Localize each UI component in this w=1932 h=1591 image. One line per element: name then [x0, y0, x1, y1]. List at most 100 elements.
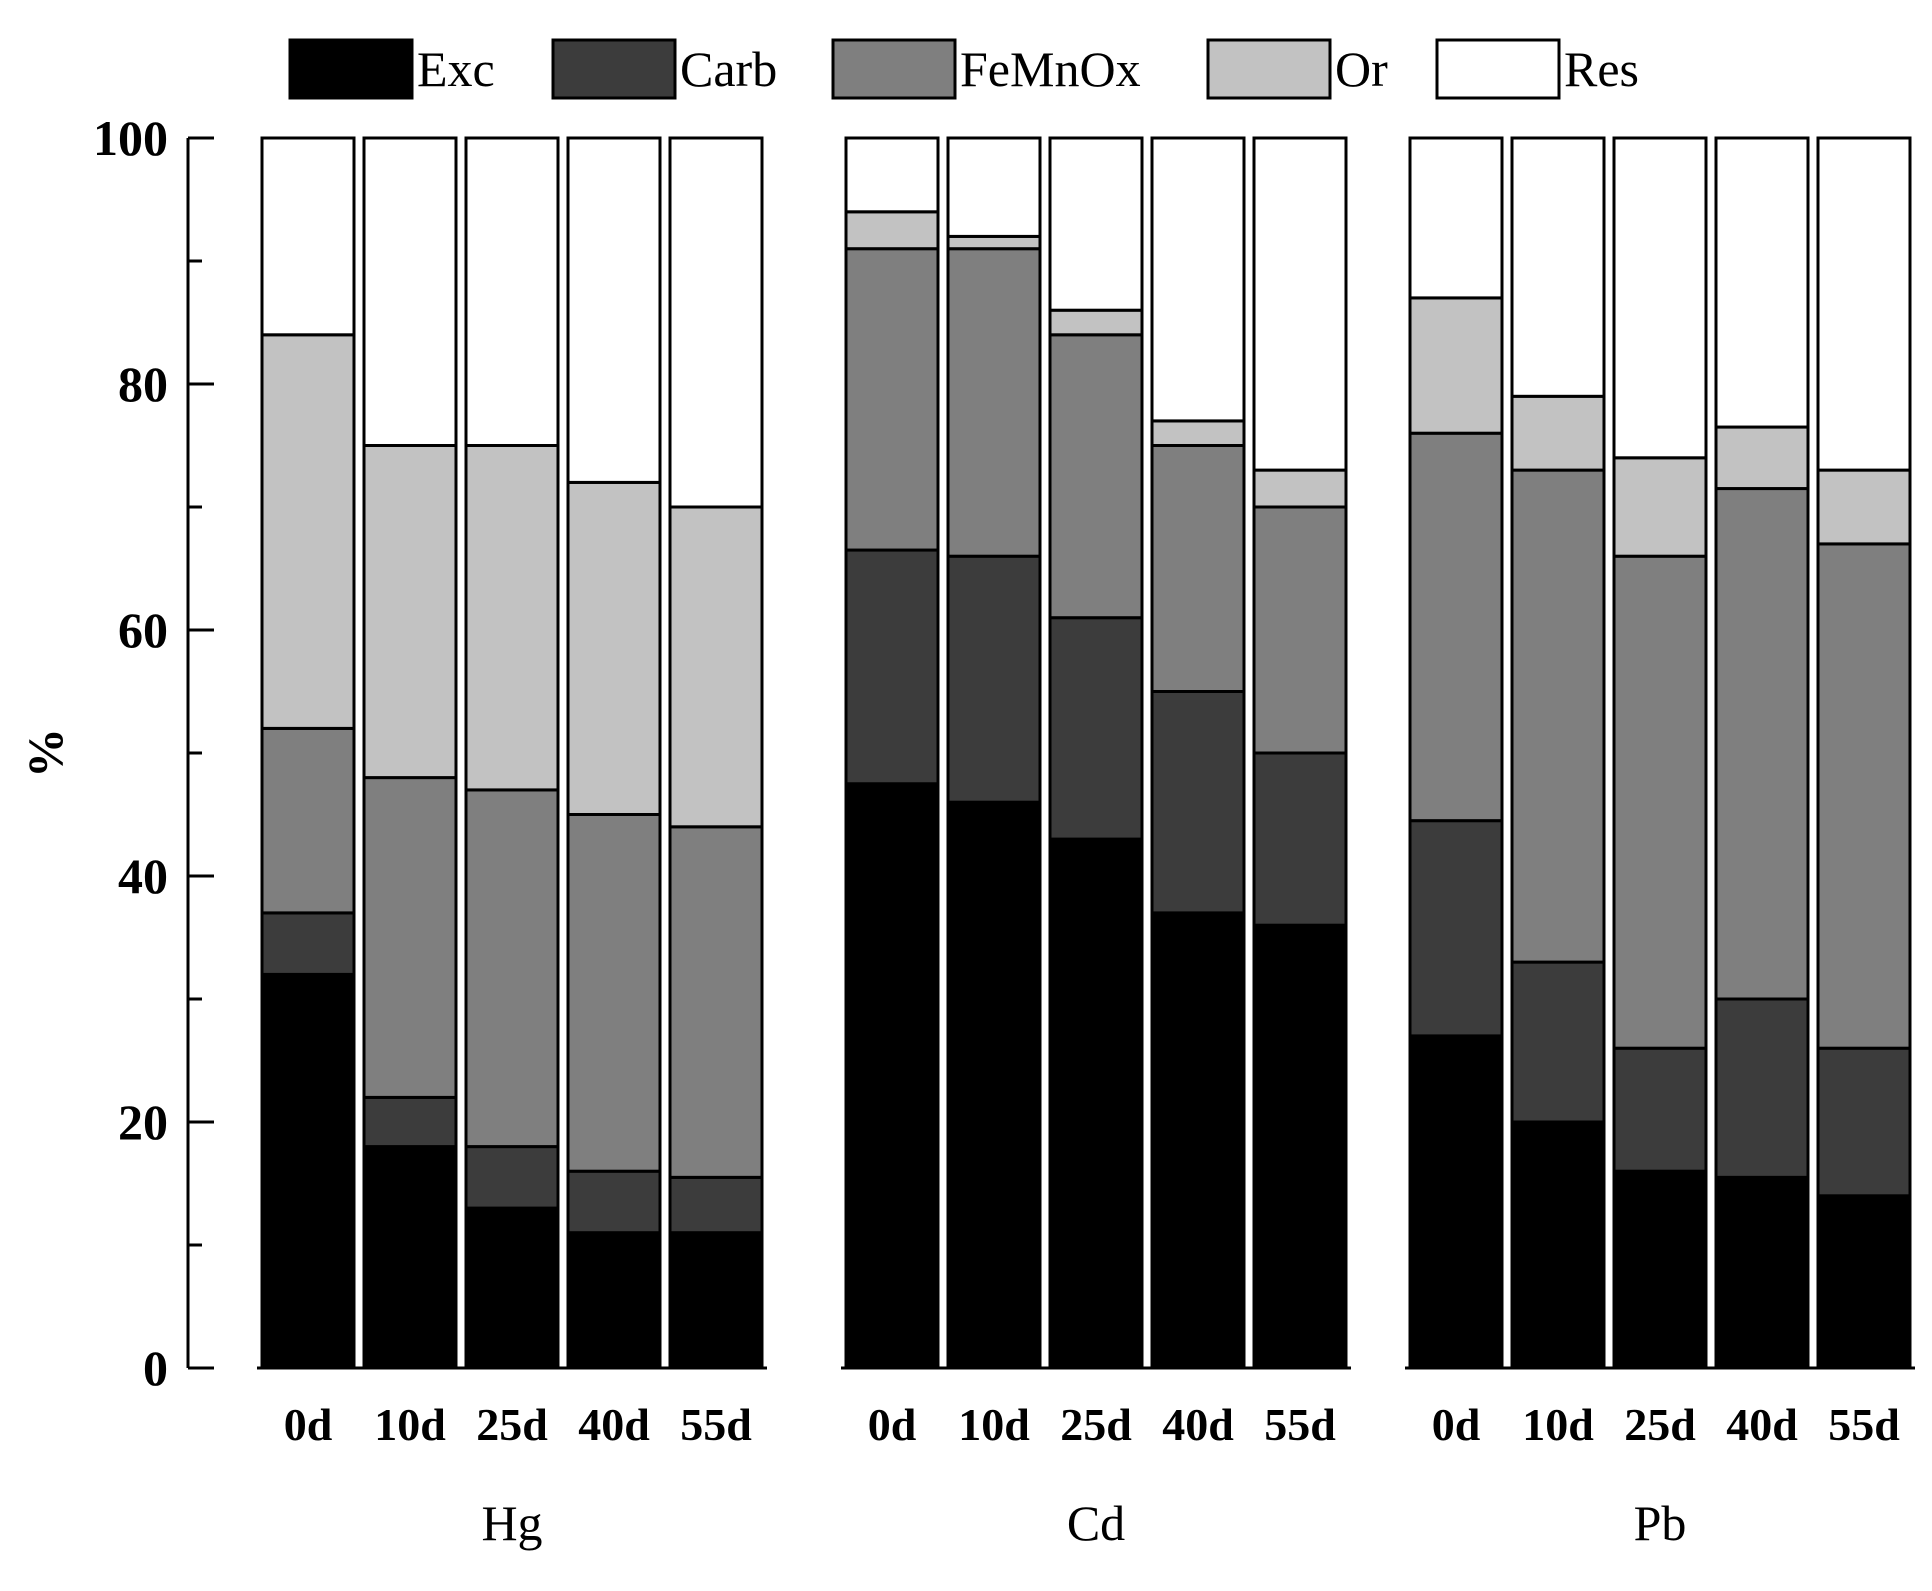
bar-segment-or [1252, 468, 1348, 509]
bar-segment-res [1408, 136, 1504, 300]
y-tick-label: 40 [118, 848, 168, 904]
bar-segment-res [566, 136, 662, 484]
bar-segment-exc [260, 972, 356, 1370]
x-labels: 0d 10d 25d 40d 55d Hg 0d 10d 25d 40d 55d Cd 0d 10d 25d… [284, 1399, 1901, 1551]
bar-segment-carb [362, 1095, 458, 1149]
bar-segment-res [1612, 136, 1708, 460]
legend-swatch-femnox [831, 38, 957, 100]
bar-segment-or [946, 234, 1042, 251]
bar-segment-or [1816, 468, 1912, 546]
bar-segment-exc [1816, 1194, 1912, 1370]
bar-segment-res [946, 136, 1042, 238]
bar-segment-femnox [946, 247, 1042, 558]
bar-segment-femnox [1150, 444, 1246, 693]
bar-segment-carb [1714, 997, 1810, 1179]
bar-segment-carb [668, 1175, 764, 1235]
category-label: 40d [578, 1399, 650, 1450]
bar-segment-res [1048, 136, 1144, 312]
bar-segment-femnox [362, 776, 458, 1099]
bar-segment-carb [566, 1169, 662, 1235]
bar-segment-res [844, 136, 940, 214]
category-label: 55d [1828, 1399, 1900, 1450]
category-label: 0d [868, 1399, 917, 1450]
legend-label-or: Or [1335, 41, 1388, 97]
legend-label-carb: Carb [680, 41, 777, 97]
bar-segment-femnox [844, 247, 940, 552]
y-tick-label: 20 [118, 1094, 168, 1150]
legend-label-femnox: FeMnOx [960, 41, 1141, 97]
bar-segment-or [1150, 419, 1246, 447]
bar-segment-femnox [1048, 333, 1144, 620]
category-label: 25d [476, 1399, 548, 1450]
bar-segment-carb [1150, 690, 1246, 915]
bar-segment-or [566, 480, 662, 816]
y-axis-label: % [17, 728, 73, 778]
bar-segment-res [362, 136, 458, 447]
category-label: 10d [958, 1399, 1030, 1450]
bar-segment-carb [260, 911, 356, 976]
bar-segment-femnox [1816, 542, 1912, 1050]
y-tick-label: 80 [118, 356, 168, 412]
bar-segment-carb [946, 554, 1042, 804]
bar-segment-exc [1150, 911, 1246, 1370]
legend-swatch-or [1206, 38, 1332, 100]
bar-segment-femnox [260, 726, 356, 915]
bar-segment-carb [1612, 1046, 1708, 1173]
bar-segment-exc [362, 1145, 458, 1370]
bar-segment-carb [464, 1145, 560, 1210]
bar-segment-res [260, 136, 356, 337]
legend: Exc Carb FeMnOx Or Res [288, 38, 1639, 100]
bar-segment-res [668, 136, 764, 509]
bar-segment-femnox [1612, 554, 1708, 1050]
legend-swatch-carb [551, 38, 677, 100]
bar-segment-femnox [1408, 431, 1504, 823]
bar-segment-exc [1048, 837, 1144, 1370]
bar-segment-or [1048, 308, 1144, 337]
bar-segment-femnox [464, 788, 560, 1149]
legend-label-res: Res [1564, 41, 1639, 97]
category-label: 55d [680, 1399, 752, 1450]
bar-segment-carb [1048, 616, 1144, 841]
bar-segment-or [844, 210, 940, 251]
group-label: Pb [1634, 1495, 1687, 1551]
category-label: 10d [374, 1399, 446, 1450]
bar-segment-exc [946, 800, 1042, 1370]
bar-segment-exc [668, 1231, 764, 1370]
bar-segment-exc [1612, 1169, 1708, 1370]
bar-segment-femnox [668, 825, 764, 1179]
bar-segment-res [464, 136, 560, 447]
bar-segment-or [1612, 456, 1708, 558]
category-label: 25d [1624, 1399, 1696, 1450]
bar-segment-or [1408, 296, 1504, 435]
bar-segment-or [668, 505, 764, 829]
legend-label-exc: Exc [417, 41, 495, 97]
bar-segment-femnox [1714, 487, 1810, 1001]
bar-segment-res [1714, 136, 1810, 429]
bar-segment-or [260, 333, 356, 730]
category-label: 10d [1522, 1399, 1594, 1450]
bar-segment-exc [1510, 1120, 1606, 1370]
bar-segment-res [1150, 136, 1246, 423]
group-label: Hg [481, 1495, 542, 1551]
legend-swatch-res [1435, 38, 1561, 100]
legend-swatch-exc [288, 38, 414, 100]
bar-segment-or [1714, 425, 1810, 491]
bar-segment-femnox [1252, 505, 1348, 755]
bar-segment-carb [1816, 1046, 1912, 1198]
category-label: 0d [284, 1399, 333, 1450]
group-label: Cd [1067, 1495, 1125, 1551]
category-label: 40d [1162, 1399, 1234, 1450]
bar-segment-exc [1408, 1034, 1504, 1370]
y-tick-label: 0 [143, 1340, 168, 1396]
bar-segment-exc [844, 782, 940, 1370]
y-tick-label: 60 [118, 602, 168, 658]
category-label: 55d [1264, 1399, 1336, 1450]
bar-segment-carb [1252, 751, 1348, 927]
category-label: 0d [1432, 1399, 1481, 1450]
bar-segment-res [1252, 136, 1348, 472]
bar-segment-femnox [566, 813, 662, 1173]
bars-layer [257, 136, 1915, 1370]
bar-segment-or [1510, 394, 1606, 472]
